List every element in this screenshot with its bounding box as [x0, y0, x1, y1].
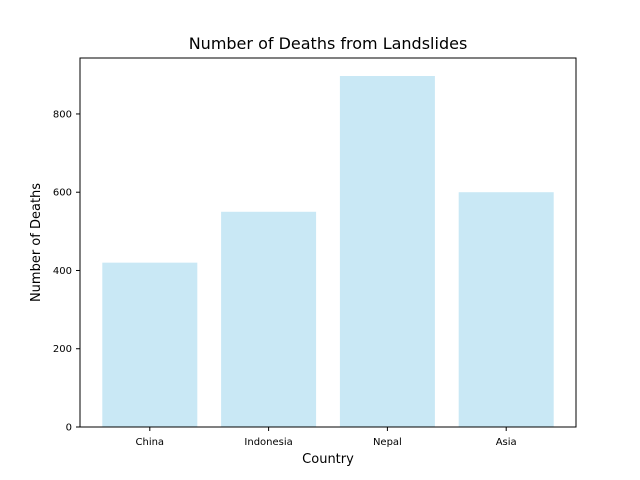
y-tick-label: 200 — [53, 344, 72, 355]
y-tick-label: 0 — [66, 423, 72, 434]
bar-asia — [458, 192, 554, 427]
x-axis-label: Country — [302, 452, 354, 467]
bar-nepal — [339, 76, 435, 427]
y-tick-label: 800 — [53, 109, 72, 120]
plot-frame — [79, 57, 577, 428]
x-tick-label: China — [136, 437, 165, 448]
bar-china — [102, 262, 198, 427]
x-tick-label: Asia — [496, 437, 517, 448]
chart-title: Number of Deaths from Landslides — [189, 34, 468, 53]
x-tick-label: Nepal — [373, 437, 402, 448]
bars-group — [102, 76, 554, 427]
y-axis: 0 200 400 600 800 — [53, 109, 80, 434]
y-tick-label: 400 — [53, 266, 72, 277]
bar-indonesia — [221, 211, 317, 427]
x-tick-label: Indonesia — [244, 437, 292, 448]
x-axis: China Indonesia Nepal Asia — [136, 427, 517, 448]
y-tick-label: 600 — [53, 188, 72, 199]
y-axis-label: Number of Deaths — [29, 183, 44, 302]
